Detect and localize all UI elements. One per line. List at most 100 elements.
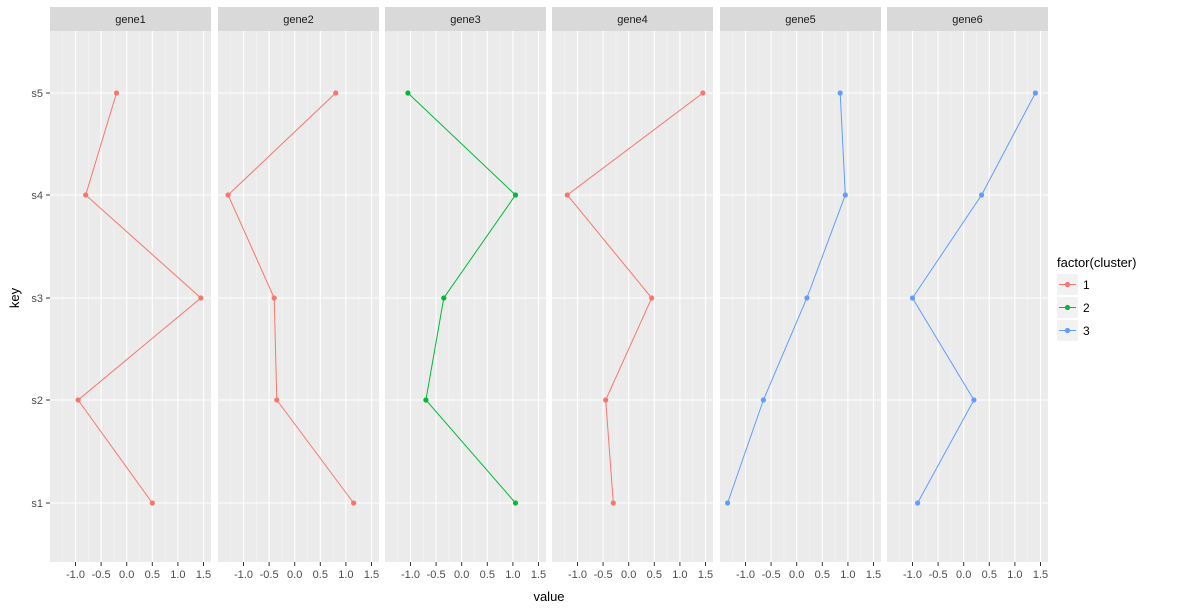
data-point-gene2-s1	[351, 500, 357, 506]
panel-gene2: gene2 -1.0 -0.5 0.0 0.5 1.0 1.5	[218, 7, 379, 581]
x-tick-label: 0.5	[313, 569, 328, 581]
data-point-gene6-s1	[915, 500, 921, 506]
data-point-gene1-s3	[198, 295, 204, 301]
strip-label: gene2	[283, 14, 314, 26]
panel-gene4: gene4 -1.0 -0.5 0.0 0.5 1.0 1.5	[552, 7, 713, 581]
legend-label: 3	[1083, 324, 1090, 338]
panel-background	[720, 31, 881, 562]
data-point-gene2-s4	[225, 192, 231, 198]
legend-key-point	[1064, 281, 1071, 288]
x-tick-label: -1.0	[903, 569, 922, 581]
data-point-gene5-s4	[842, 192, 848, 198]
strip-label: gene4	[617, 14, 648, 26]
x-tick-label: 0.5	[480, 569, 495, 581]
strip-label: gene6	[952, 14, 983, 26]
legend-title: factor(cluster)	[1057, 255, 1136, 270]
strip-background	[720, 7, 881, 31]
x-tick-label: 1.5	[1033, 569, 1048, 581]
x-tick-label: 1.5	[698, 569, 713, 581]
y-tick-label: s5	[31, 88, 43, 100]
data-point-gene1-s5	[113, 90, 120, 96]
x-tick-label: 0.5	[815, 569, 830, 581]
data-point-gene3-s1	[512, 500, 519, 506]
data-point-gene6-s5	[1032, 90, 1038, 96]
panel-gene5: gene5 -1.0 -0.5 0.0 0.5 1.0 1.5	[720, 7, 881, 581]
strip-background	[385, 7, 546, 31]
y-tick-label: s3	[31, 293, 43, 305]
data-point-gene4-s4	[564, 192, 570, 198]
legend-entry-2: 2	[1057, 297, 1090, 318]
y-tick-label: s2	[31, 395, 43, 407]
data-point-gene6-s2	[971, 397, 977, 403]
x-tick-label: -0.5	[594, 569, 613, 581]
x-tick-label: 1.5	[866, 569, 881, 581]
x-tick-label: 1.0	[170, 569, 185, 581]
legend-entry-3: 3	[1057, 320, 1090, 341]
x-tick-label: 0.0	[621, 569, 636, 581]
data-point-gene3-s3	[441, 295, 447, 301]
data-point-gene3-s2	[423, 397, 429, 403]
panels: gene1 -1.0 -0.5 0.0 0.5 1.0 1.5 gene2 -1.0 -0.5 0.…	[50, 7, 1048, 581]
x-tick-label: 1.5	[364, 569, 379, 581]
legend-key-point	[1064, 327, 1071, 334]
legend-label: 1	[1083, 278, 1090, 292]
x-tick-label: 1.5	[196, 569, 211, 581]
data-point-gene4-s5	[700, 90, 706, 96]
data-point-gene1-s1	[149, 500, 155, 506]
x-tick-label: 1.0	[338, 569, 353, 581]
y-axis-title: key	[7, 287, 22, 308]
x-tick-label: 1.5	[531, 569, 546, 581]
data-point-gene5-s5	[837, 90, 843, 96]
x-tick-label: -0.5	[762, 569, 781, 581]
x-tick-label: 1.0	[840, 569, 855, 581]
x-tick-label: 0.5	[145, 569, 160, 581]
x-tick-label: 1.0	[1007, 569, 1022, 581]
x-tick-label: -1.0	[66, 569, 85, 581]
data-point-gene3-s4	[512, 192, 519, 198]
x-tick-label: 0.0	[956, 569, 971, 581]
x-tick-label: -0.5	[929, 569, 948, 581]
strip-background	[887, 7, 1048, 31]
x-tick-label: 0.0	[119, 569, 134, 581]
x-tick-label: -0.5	[260, 569, 279, 581]
x-tick-label: 1.0	[505, 569, 520, 581]
data-point-gene4-s2	[603, 397, 609, 403]
panel-background	[552, 31, 713, 562]
x-tick-label: 0.5	[647, 569, 662, 581]
panel-gene6: gene6 -1.0 -0.5 0.0 0.5 1.0 1.5	[887, 7, 1048, 581]
data-point-gene2-s2	[274, 397, 280, 403]
data-point-gene1-s2	[75, 397, 81, 403]
y-axis: s1 s2 s3 s4 s5	[31, 88, 50, 510]
x-tick-label: 1.0	[672, 569, 687, 581]
data-point-gene2-s3	[271, 295, 277, 301]
x-tick-label: -1.0	[568, 569, 587, 581]
x-tick-label: -1.0	[234, 569, 253, 581]
y-tick-label: s1	[31, 498, 43, 510]
strip-background	[50, 7, 211, 31]
x-tick-label: -0.5	[92, 569, 111, 581]
x-tick-label: 0.0	[454, 569, 469, 581]
x-tick-label: 0.0	[789, 569, 804, 581]
panel-background	[218, 31, 379, 562]
legend-key-point	[1064, 304, 1071, 311]
data-point-gene1-s4	[83, 192, 89, 198]
strip-background	[218, 7, 379, 31]
strip-label: gene1	[115, 14, 146, 26]
panel-gene1: gene1 -1.0 -0.5 0.0 0.5 1.0 1.5	[50, 7, 211, 581]
legend: factor(cluster) 1 2 3	[1057, 255, 1136, 341]
x-axis-title: value	[533, 589, 564, 604]
data-point-gene6-s3	[909, 295, 916, 301]
x-tick-label: 0.0	[287, 569, 302, 581]
panel-background	[385, 31, 546, 562]
data-point-gene6-s4	[979, 192, 985, 198]
data-point-gene4-s1	[610, 500, 616, 506]
legend-entry-1: 1	[1057, 274, 1090, 295]
panel-background	[50, 31, 211, 562]
data-point-gene3-s5	[405, 90, 411, 96]
data-point-gene2-s5	[333, 90, 339, 96]
data-point-gene5-s1	[725, 500, 731, 506]
legend-label: 2	[1083, 301, 1090, 315]
x-tick-label: -1.0	[736, 569, 755, 581]
panel-gene3: gene3 -1.0 -0.5 0.0 0.5 1.0 1.5	[385, 7, 546, 581]
